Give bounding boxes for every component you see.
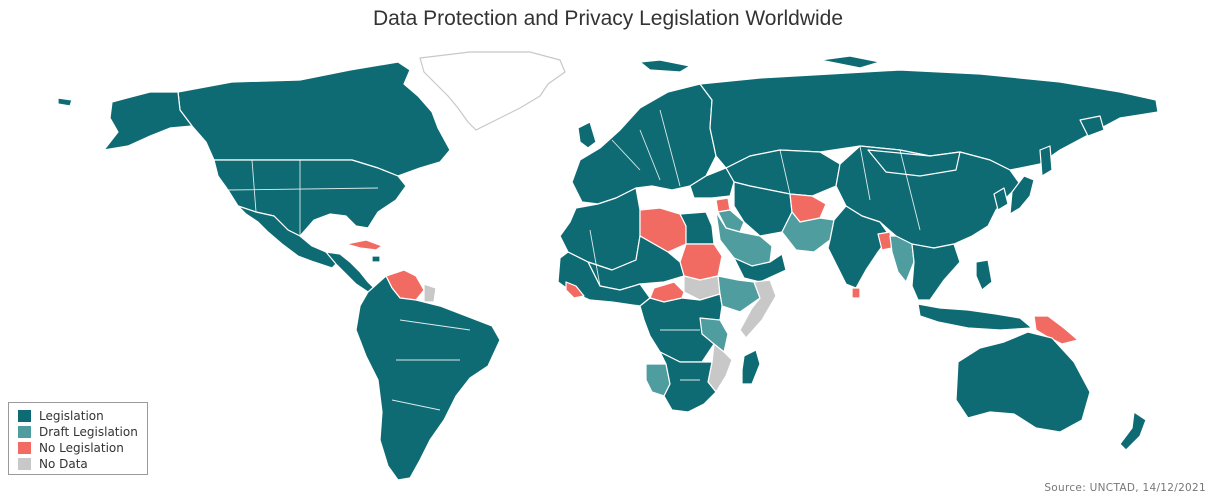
internal-border [639, 129, 661, 181]
internal-border [859, 145, 871, 201]
country-sierra-leone-liberia[interactable] [565, 281, 585, 299]
source-note: Source: UNCTAD, 14/12/2021 [1044, 482, 1206, 494]
country-southern-africa[interactable] [659, 351, 717, 413]
country-sri-lanka[interactable] [851, 287, 861, 299]
internal-border [399, 319, 471, 331]
country-alaska[interactable] [103, 91, 193, 151]
country-mexico[interactable] [237, 205, 339, 269]
country-somalia[interactable] [739, 279, 777, 339]
internal-border [251, 159, 257, 213]
country-indonesia[interactable] [917, 303, 1033, 331]
legend-swatch-no-data [18, 458, 31, 470]
country-mozambique[interactable] [707, 343, 733, 393]
internal-border [589, 229, 601, 287]
country-korea[interactable] [993, 187, 1009, 211]
country-greenland[interactable] [419, 51, 566, 131]
legend-label-legislation: Legislation [39, 409, 104, 423]
legend-item-legislation[interactable]: Legislation [18, 408, 147, 424]
country-philippines[interactable] [975, 259, 993, 291]
country-central-america[interactable] [325, 251, 375, 293]
country-myanmar[interactable] [889, 235, 915, 283]
internal-border [611, 139, 641, 171]
country-uk[interactable] [577, 121, 597, 149]
country-new-zealand[interactable] [1119, 411, 1147, 451]
legend-label-draft-legislation: Draft Legislation [39, 425, 138, 439]
country-india[interactable] [827, 205, 891, 289]
island-shape [371, 255, 381, 263]
country-arabian-peninsula-south[interactable] [733, 253, 787, 283]
island-shape [57, 97, 73, 107]
country-mongolia[interactable] [867, 149, 961, 177]
map-legend: Legislation Draft Legislation No Legisla… [8, 402, 148, 475]
legend-label-no-legislation: No Legislation [39, 441, 124, 455]
country-cuba[interactable] [345, 239, 383, 251]
country-guyana[interactable] [423, 283, 437, 303]
country-canada[interactable] [177, 61, 451, 177]
island-shape [1039, 145, 1053, 177]
internal-border [227, 187, 379, 191]
country-japan[interactable] [1009, 175, 1035, 215]
country-china[interactable] [835, 145, 1021, 249]
legend-swatch-no-legislation [18, 442, 31, 454]
legend-label-no-data: No Data [39, 457, 88, 471]
island-shape [639, 59, 691, 73]
country-united-states[interactable] [213, 159, 407, 237]
island-shape [819, 55, 881, 69]
country-sudan[interactable] [679, 243, 723, 281]
legend-item-no-data[interactable]: No Data [18, 456, 147, 472]
internal-border [659, 109, 681, 187]
country-australia[interactable] [955, 331, 1091, 433]
map-title: Data Protection and Privacy Legislation … [372, 7, 844, 30]
country-south-america[interactable] [355, 275, 501, 481]
country-papua-new-guinea[interactable] [1033, 315, 1079, 345]
internal-border [899, 149, 921, 231]
country-saudi-arabia[interactable] [715, 211, 773, 267]
country-southeast-asia[interactable] [911, 243, 961, 301]
legend-item-no-legislation[interactable]: No Legislation [18, 440, 147, 456]
internal-border [779, 149, 791, 195]
legend-swatch-legislation [18, 410, 31, 422]
island-shape [1079, 115, 1105, 137]
country-madagascar[interactable] [741, 349, 761, 385]
country-turkey-caucasus[interactable] [689, 167, 735, 199]
legend-item-draft-legislation[interactable]: Draft Legislation [18, 424, 147, 440]
legend-swatch-draft-legislation [18, 426, 31, 438]
internal-border [391, 399, 441, 411]
